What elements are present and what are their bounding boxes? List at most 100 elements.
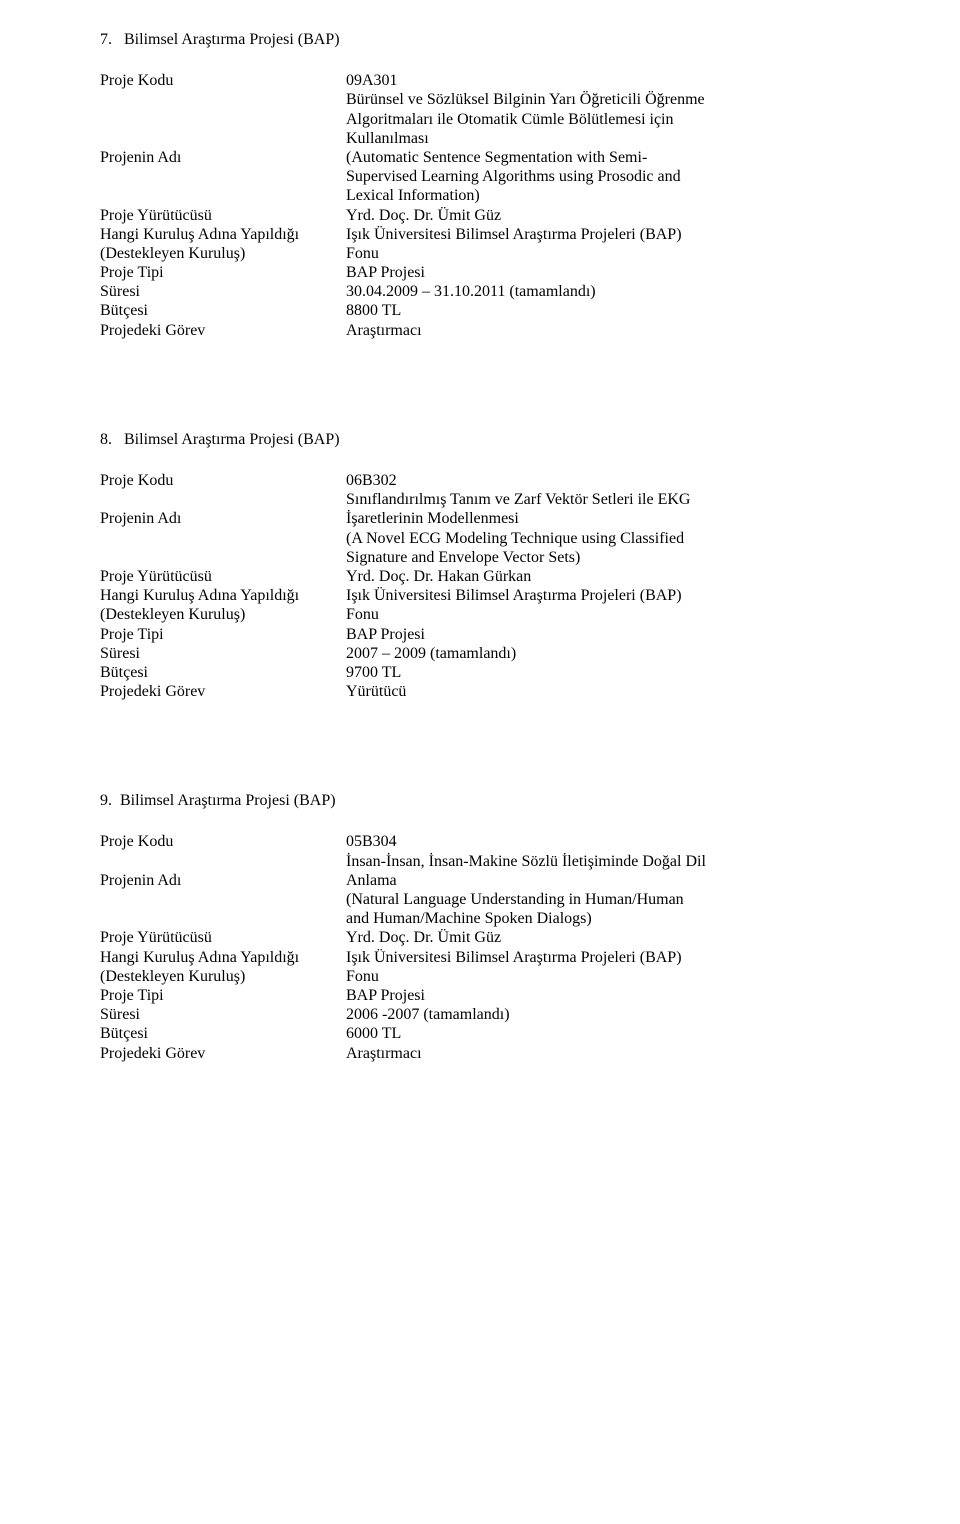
label-line: (Destekleyen Kuruluş) bbox=[100, 967, 338, 986]
value-line: Fonu bbox=[346, 605, 860, 624]
label-line: (Destekleyen Kuruluş) bbox=[100, 244, 338, 263]
value-line: Sınıflandırılmış Tanım ve Zarf Vektör Se… bbox=[346, 490, 860, 509]
field-label: Proje Yürütücüsü bbox=[100, 567, 346, 586]
table-row: Bütçesi 6000 TL bbox=[100, 1024, 860, 1043]
field-label: Projenin Adı bbox=[100, 852, 346, 890]
table-row: Süresi 30.04.2009 – 31.10.2011 (tamamlan… bbox=[100, 282, 860, 301]
value-line: İnsan-İnsan, İnsan-Makine Sözlü İletişim… bbox=[346, 852, 860, 871]
table-row: Projedeki Görev Araştırmacı bbox=[100, 321, 860, 340]
field-label-text: Projenin Adı bbox=[100, 148, 338, 167]
field-label: Bütçesi bbox=[100, 1024, 346, 1043]
value-line: Supervised Learning Algorithms using Pro… bbox=[346, 167, 860, 186]
table-row: Süresi 2006 -2007 (tamamlandı) bbox=[100, 1005, 860, 1024]
section-title: Bilimsel Araştırma Projesi (BAP) bbox=[124, 31, 340, 48]
value-line: Algoritmaları ile Otomatik Cümle Bölütle… bbox=[346, 110, 860, 129]
value-line: Signature and Envelope Vector Sets) bbox=[346, 548, 860, 567]
label-line: (Destekleyen Kuruluş) bbox=[100, 605, 338, 624]
table-row: Proje Tipi BAP Projesi bbox=[100, 263, 860, 282]
field-label-text: Projenin Adı bbox=[100, 871, 338, 890]
table-row: Proje Kodu 05B304 bbox=[100, 832, 860, 851]
value-line: (Automatic Sentence Segmentation with Se… bbox=[346, 148, 860, 167]
label-line: Hangi Kuruluş Adına Yapıldığı bbox=[100, 225, 338, 244]
section-number: 7. bbox=[100, 31, 112, 48]
field-value: Yrd. Doç. Dr. Ümit Güz bbox=[346, 206, 860, 225]
table-row: Süresi 2007 – 2009 (tamamlandı) bbox=[100, 644, 860, 663]
value-line: Lexical Information) bbox=[346, 186, 860, 205]
value-line: Işık Üniversitesi Bilimsel Araştırma Pro… bbox=[346, 586, 860, 605]
value-line: (A Novel ECG Modeling Technique using Cl… bbox=[346, 529, 860, 548]
field-value: BAP Projesi bbox=[346, 625, 860, 644]
table-row: Projenin Adı Sınıflandırılmış Tanım ve Z… bbox=[100, 490, 860, 567]
field-value: Yrd. Doç. Dr. Ümit Güz bbox=[346, 928, 860, 947]
field-value: 9700 TL bbox=[346, 663, 860, 682]
section-title: Bilimsel Araştırma Projesi (BAP) bbox=[120, 792, 336, 809]
table-row: Proje Yürütücüsü Yrd. Doç. Dr. Hakan Gür… bbox=[100, 567, 860, 586]
section-heading: 8. Bilimsel Araştırma Projesi (BAP) bbox=[100, 430, 860, 449]
field-value: 8800 TL bbox=[346, 301, 860, 320]
field-label: Hangi Kuruluş Adına Yapıldığı (Destekley… bbox=[100, 586, 346, 624]
table-row: Proje Tipi BAP Projesi bbox=[100, 625, 860, 644]
section-title: Bilimsel Araştırma Projesi (BAP) bbox=[124, 431, 340, 448]
value-line: and Human/Machine Spoken Dialogs) bbox=[346, 909, 860, 928]
field-value: BAP Projesi bbox=[346, 263, 860, 282]
field-label: Projenin Adı bbox=[100, 90, 346, 167]
field-value: Yürütücü bbox=[346, 682, 860, 701]
field-label: Proje Yürütücüsü bbox=[100, 206, 346, 225]
section-heading: 7. Bilimsel Araştırma Projesi (BAP) bbox=[100, 30, 860, 49]
table-row: Proje Kodu 09A301 bbox=[100, 71, 860, 90]
section-number: 8. bbox=[100, 431, 112, 448]
field-label: Proje Kodu bbox=[100, 71, 346, 90]
table-row: Hangi Kuruluş Adına Yapıldığı (Destekley… bbox=[100, 225, 860, 263]
field-label: Hangi Kuruluş Adına Yapıldığı (Destekley… bbox=[100, 948, 346, 986]
field-label: Projedeki Görev bbox=[100, 321, 346, 340]
field-label: Bütçesi bbox=[100, 301, 346, 320]
field-value: İnsan-İnsan, İnsan-Makine Sözlü İletişim… bbox=[346, 852, 860, 929]
project-section-7: 7. Bilimsel Araştırma Projesi (BAP) Proj… bbox=[100, 30, 860, 340]
table-row: Projedeki Görev Araştırmacı bbox=[100, 1044, 860, 1063]
field-value: 6000 TL bbox=[346, 1024, 860, 1043]
field-label: Proje Tipi bbox=[100, 263, 346, 282]
section-heading: 9. Bilimsel Araştırma Projesi (BAP) bbox=[100, 791, 860, 810]
value-line: İşaretlerinin Modellenmesi bbox=[346, 509, 860, 528]
field-label: Süresi bbox=[100, 282, 346, 301]
field-label: Proje Yürütücüsü bbox=[100, 928, 346, 947]
field-value: Işık Üniversitesi Bilimsel Araştırma Pro… bbox=[346, 586, 860, 624]
field-value: Işık Üniversitesi Bilimsel Araştırma Pro… bbox=[346, 948, 860, 986]
table-row: Hangi Kuruluş Adına Yapıldığı (Destekley… bbox=[100, 948, 860, 986]
value-line: Anlama bbox=[346, 871, 860, 890]
field-label: Proje Kodu bbox=[100, 832, 346, 851]
field-value: 06B302 bbox=[346, 471, 860, 490]
table-row: Projedeki Görev Yürütücü bbox=[100, 682, 860, 701]
table-row: Proje Yürütücüsü Yrd. Doç. Dr. Ümit Güz bbox=[100, 928, 860, 947]
field-label: Süresi bbox=[100, 1005, 346, 1024]
project-section-9: 9. Bilimsel Araştırma Projesi (BAP) Proj… bbox=[100, 791, 860, 1062]
label-line: Hangi Kuruluş Adına Yapıldığı bbox=[100, 586, 338, 605]
table-row: Proje Tipi BAP Projesi bbox=[100, 986, 860, 1005]
field-value: Yrd. Doç. Dr. Hakan Gürkan bbox=[346, 567, 860, 586]
value-line: Işık Üniversitesi Bilimsel Araştırma Pro… bbox=[346, 948, 860, 967]
value-line: Fonu bbox=[346, 244, 860, 263]
field-value: 09A301 bbox=[346, 71, 860, 90]
section-number: 9. bbox=[100, 792, 112, 809]
table-row: Hangi Kuruluş Adına Yapıldığı (Destekley… bbox=[100, 586, 860, 624]
field-value: 2007 – 2009 (tamamlandı) bbox=[346, 644, 860, 663]
field-value: Bürünsel ve Sözlüksel Bilginin Yarı Öğre… bbox=[346, 90, 860, 205]
field-label: Projenin Adı bbox=[100, 490, 346, 528]
field-value: 2006 -2007 (tamamlandı) bbox=[346, 1005, 860, 1024]
field-value: 05B304 bbox=[346, 832, 860, 851]
value-line: Işık Üniversitesi Bilimsel Araştırma Pro… bbox=[346, 225, 860, 244]
value-line: Bürünsel ve Sözlüksel Bilginin Yarı Öğre… bbox=[346, 90, 860, 109]
field-label: Hangi Kuruluş Adına Yapıldığı (Destekley… bbox=[100, 225, 346, 263]
table-row: Projenin Adı Bürünsel ve Sözlüksel Bilgi… bbox=[100, 90, 860, 205]
label-line: Hangi Kuruluş Adına Yapıldığı bbox=[100, 948, 338, 967]
project-section-8: 8. Bilimsel Araştırma Projesi (BAP) Proj… bbox=[100, 430, 860, 701]
field-label: Süresi bbox=[100, 644, 346, 663]
table-row: Proje Kodu 06B302 bbox=[100, 471, 860, 490]
field-label: Projedeki Görev bbox=[100, 682, 346, 701]
table-row: Bütçesi 8800 TL bbox=[100, 301, 860, 320]
value-line: (Natural Language Understanding in Human… bbox=[346, 890, 860, 909]
field-label: Proje Kodu bbox=[100, 471, 346, 490]
value-line: Kullanılması bbox=[346, 129, 860, 148]
field-label: Proje Tipi bbox=[100, 625, 346, 644]
field-label: Bütçesi bbox=[100, 663, 346, 682]
